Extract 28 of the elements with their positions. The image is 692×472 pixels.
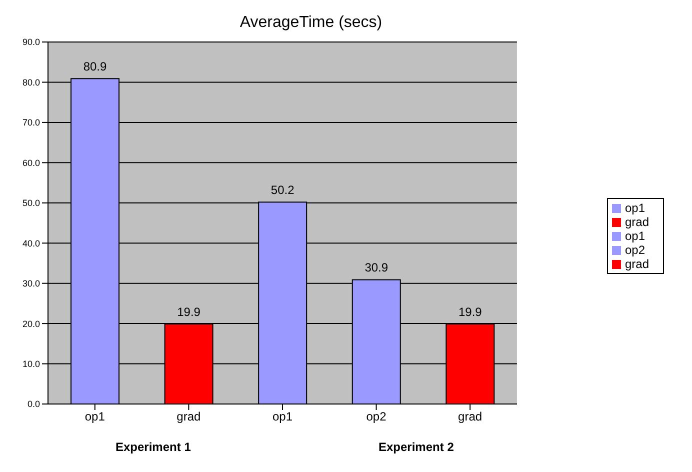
legend-label: op2 xyxy=(624,243,645,257)
y-tick-label: 10.0 xyxy=(22,358,40,369)
y-tick-label: 20.0 xyxy=(22,318,40,329)
text: Experiment 2 xyxy=(378,440,455,454)
y-tick-label: 30.0 xyxy=(22,278,40,289)
data-label: 50.2 xyxy=(270,183,295,198)
data-label: 30.9 xyxy=(364,260,388,275)
x-tick-label: grad xyxy=(458,410,482,424)
data-label: 80.9 xyxy=(83,60,107,74)
y-tick-label: 80.0 xyxy=(22,77,40,88)
y-tick-label: 0.0 xyxy=(27,399,40,410)
text: Experiment 1 xyxy=(114,440,192,454)
legend-label: op1 xyxy=(624,201,645,215)
x-tick-label: op1 xyxy=(272,410,293,424)
y-tick-label: 50.0 xyxy=(22,198,40,208)
legend-label: op1 xyxy=(624,229,645,243)
y-tick-label: 40.0 xyxy=(22,238,40,248)
data-label: 19.9 xyxy=(458,304,482,319)
y-tick-label: 90.0 xyxy=(22,37,40,48)
y-tick-label: 70.0 xyxy=(22,118,40,128)
chart-title: AverageTime (secs) xyxy=(238,14,384,32)
x-tick-label: op2 xyxy=(366,410,387,424)
data-label: 19.9 xyxy=(177,304,201,319)
legend-label: grad xyxy=(624,257,649,271)
legend-label: grad xyxy=(624,215,649,229)
y-tick-label: 60.0 xyxy=(22,158,40,168)
x-tick-label: grad xyxy=(176,410,201,424)
x-tick-label: op1 xyxy=(84,410,106,424)
